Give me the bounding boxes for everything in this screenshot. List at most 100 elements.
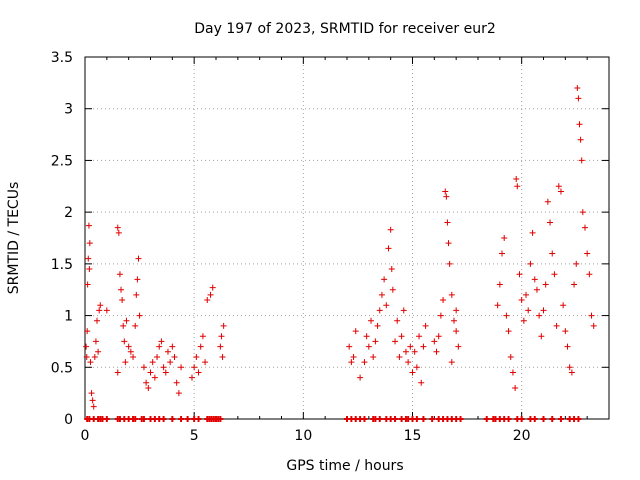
- data-point: [352, 328, 359, 335]
- data-point: [416, 333, 423, 340]
- data-point: [568, 369, 575, 376]
- data-point: [551, 271, 558, 278]
- data-point: [92, 338, 99, 345]
- data-point: [167, 359, 174, 366]
- data-point: [132, 322, 139, 329]
- x-tick-label: 0: [81, 428, 90, 444]
- x-tick-label: 15: [404, 428, 422, 444]
- baseline-marker: [420, 416, 427, 422]
- data-point: [523, 291, 530, 298]
- data-point: [540, 307, 547, 314]
- data-point: [413, 364, 420, 371]
- baseline-marker: [505, 416, 512, 422]
- data-point: [381, 276, 388, 283]
- data-point: [175, 390, 182, 397]
- baseline-markers: [84, 416, 582, 422]
- data-point: [507, 353, 514, 360]
- baseline-marker: [178, 416, 185, 422]
- data-point: [84, 281, 91, 288]
- baseline-marker: [184, 416, 191, 422]
- data-point: [361, 359, 368, 366]
- data-point: [387, 226, 394, 233]
- data-point: [127, 348, 134, 355]
- y-tick-label: 3.5: [51, 50, 73, 66]
- data-point: [448, 359, 455, 366]
- data-point: [140, 364, 147, 371]
- data-point: [385, 245, 392, 252]
- data-point: [123, 317, 130, 324]
- data-point: [143, 379, 150, 386]
- data-point: [86, 240, 93, 247]
- data-point: [130, 353, 137, 360]
- data-point: [571, 281, 578, 288]
- data-point: [121, 338, 128, 345]
- data-point: [376, 307, 383, 314]
- data-point: [578, 157, 585, 164]
- data-point: [370, 353, 377, 360]
- data-point: [575, 95, 582, 102]
- data-point: [119, 297, 126, 304]
- baseline-marker: [457, 416, 464, 422]
- data-point: [133, 291, 140, 298]
- data-point: [85, 255, 92, 262]
- baseline-marker: [575, 416, 582, 422]
- baseline-marker: [361, 416, 368, 422]
- chart-title: Day 197 of 2023, SRMTID for receiver eur…: [194, 21, 496, 37]
- data-point: [536, 312, 543, 319]
- data-point: [437, 312, 444, 319]
- data-point: [443, 193, 450, 200]
- data-point: [411, 348, 418, 355]
- data-point: [378, 291, 385, 298]
- baseline-marker: [160, 416, 167, 422]
- data-point: [363, 333, 370, 340]
- data-point: [135, 255, 142, 262]
- data-point: [97, 302, 104, 309]
- data-point: [499, 250, 506, 257]
- data-point: [562, 328, 569, 335]
- data-point: [207, 291, 214, 298]
- data-point: [444, 219, 451, 226]
- data-point: [91, 353, 98, 360]
- data-point: [89, 397, 96, 404]
- data-point: [579, 209, 586, 216]
- data-point: [584, 250, 591, 257]
- y-tick-label: 1: [64, 309, 73, 325]
- data-point: [520, 317, 527, 324]
- baseline-marker: [132, 416, 139, 422]
- data-point: [84, 328, 91, 335]
- data-point: [164, 348, 171, 355]
- x-tick-label: 10: [294, 428, 312, 444]
- data-point: [512, 384, 519, 391]
- y-tick-label: 0.5: [51, 360, 73, 376]
- data-point: [389, 286, 396, 293]
- data-point: [218, 333, 225, 340]
- data-point: [197, 343, 204, 350]
- baseline-marker: [392, 416, 399, 422]
- data-point: [195, 369, 202, 376]
- grid: [85, 57, 609, 419]
- data-point: [590, 322, 597, 329]
- data-point: [396, 353, 403, 360]
- data-point: [435, 333, 442, 340]
- data-point: [149, 359, 156, 366]
- data-point: [114, 369, 121, 376]
- data-point: [392, 338, 399, 345]
- data-point: [156, 343, 163, 350]
- data-point: [199, 333, 206, 340]
- data-point: [136, 312, 143, 319]
- data-point: [368, 317, 375, 324]
- data-point: [350, 353, 357, 360]
- data-point: [116, 271, 123, 278]
- data-point: [96, 307, 103, 314]
- data-point: [95, 348, 102, 355]
- y-tick-label: 2: [64, 205, 73, 221]
- baseline-marker: [518, 416, 525, 422]
- data-point: [134, 276, 141, 283]
- data-point: [544, 198, 551, 205]
- baseline-marker: [103, 416, 110, 422]
- data-point: [494, 302, 501, 309]
- data-point: [505, 328, 512, 335]
- baseline-marker: [549, 416, 556, 422]
